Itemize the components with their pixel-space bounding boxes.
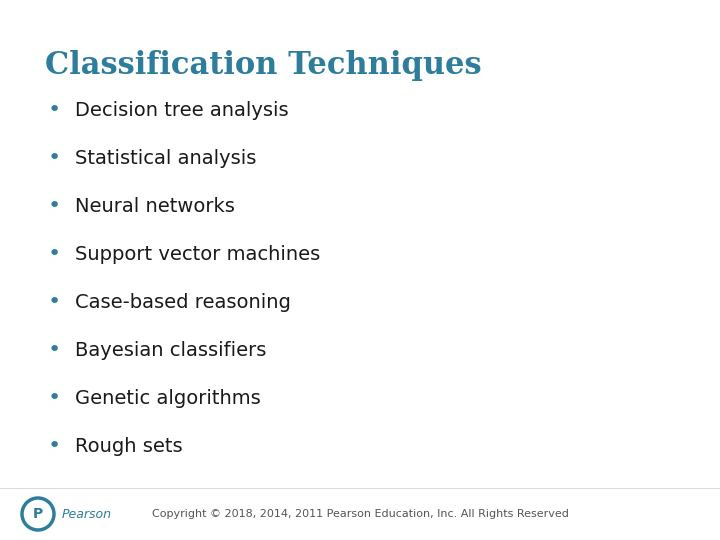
Text: Pearson: Pearson bbox=[62, 508, 112, 521]
Text: •: • bbox=[48, 388, 61, 408]
Text: •: • bbox=[48, 340, 61, 360]
Text: •: • bbox=[48, 436, 61, 456]
Text: Neural networks: Neural networks bbox=[75, 197, 235, 215]
Text: Decision tree analysis: Decision tree analysis bbox=[75, 100, 289, 119]
Text: •: • bbox=[48, 100, 61, 120]
Text: P: P bbox=[33, 507, 43, 521]
Text: •: • bbox=[48, 148, 61, 168]
Text: Support vector machines: Support vector machines bbox=[75, 245, 320, 264]
Text: Case-based reasoning: Case-based reasoning bbox=[75, 293, 291, 312]
Text: Statistical analysis: Statistical analysis bbox=[75, 148, 256, 167]
Text: Genetic algorithms: Genetic algorithms bbox=[75, 388, 261, 408]
Text: •: • bbox=[48, 196, 61, 216]
Text: Bayesian classifiers: Bayesian classifiers bbox=[75, 341, 266, 360]
Text: •: • bbox=[48, 244, 61, 264]
Text: •: • bbox=[48, 292, 61, 312]
Text: Classification Techniques: Classification Techniques bbox=[45, 50, 482, 81]
Text: Rough sets: Rough sets bbox=[75, 436, 183, 456]
Text: Copyright © 2018, 2014, 2011 Pearson Education, Inc. All Rights Reserved: Copyright © 2018, 2014, 2011 Pearson Edu… bbox=[152, 509, 568, 519]
